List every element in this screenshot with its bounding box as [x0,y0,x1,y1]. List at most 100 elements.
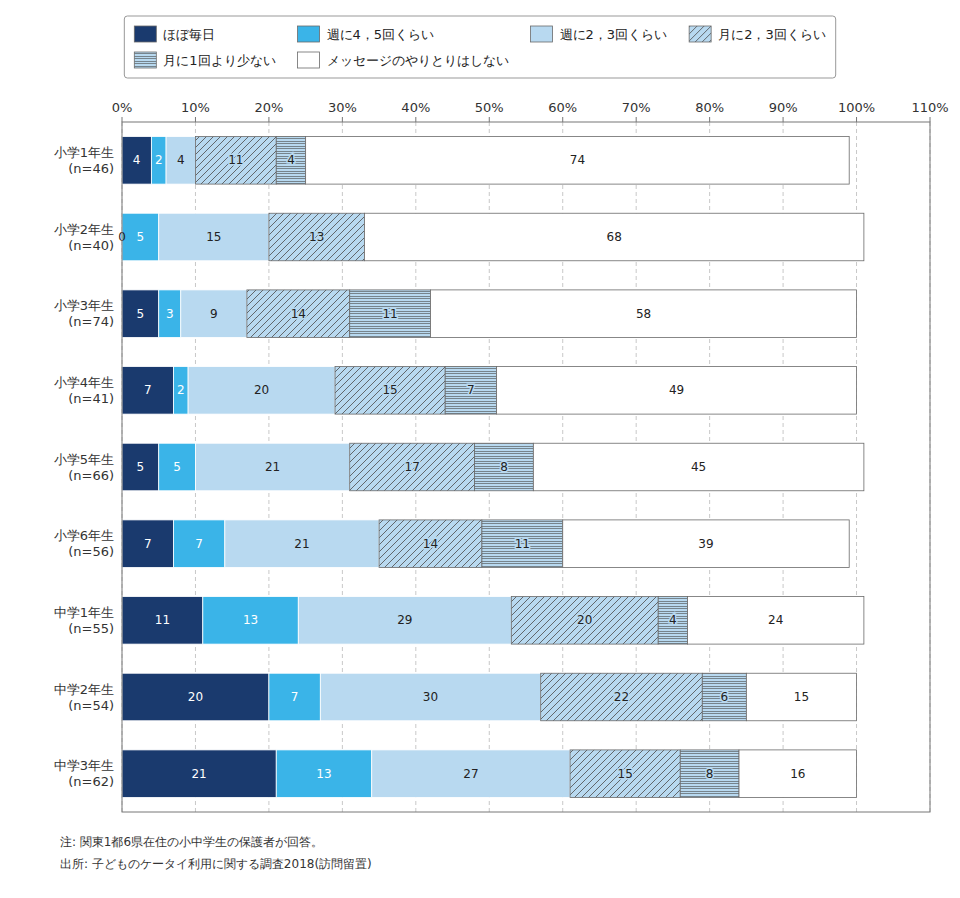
data-label: 29 [397,613,412,627]
data-label: 11 [228,153,243,167]
bar-segment [188,367,335,415]
tick-label: 50% [475,100,504,115]
bar-segment [563,520,849,568]
data-label: 13 [243,613,258,627]
legend-item: 月に1回より少ない [134,52,275,68]
legend-label: 週に4，5回くらい [327,27,435,42]
bar-segment [159,213,269,261]
bar-segment [445,367,496,415]
legend-swatch [134,52,156,68]
bar-segment [431,290,857,338]
tick-mark [195,117,196,122]
data-label: 7 [291,690,299,704]
category-label-line: (n=55) [68,621,114,636]
bar-segment [122,137,151,185]
legend-item: メッセージのやりとりはしない [298,52,509,68]
bar-segment [276,137,305,185]
bar-segment [173,367,188,415]
bar-segment [122,443,159,491]
bar-segment [497,367,857,415]
bar-segment [269,213,364,261]
data-label: 27 [463,767,478,781]
tick-mark [268,117,269,122]
legend-label: 週に2，3回くらい [560,27,668,42]
x-axis: 0%10%20%30%40%50%60%70%80%90%100%110% [112,100,949,122]
data-label: 14 [423,537,438,551]
data-label: 7 [144,537,152,551]
legend-swatch [134,26,156,42]
category-label-line: 中学2年生 [54,682,114,697]
data-label: 30 [423,690,438,704]
note: 出所: 子どものケータイ利用に関する調査2018(訪問留置) [60,857,372,871]
bar-segment [122,520,173,568]
legend-item: 週に2，3回くらい [531,26,668,42]
notes: 注: 関東1都6県在住の小中学生の保護者が回答。出所: 子どものケータイ利用に関… [60,835,372,871]
category-label-line: 小学3年生 [54,298,114,313]
y-axis: 小学1年生(n=46) 小学2年生(n=40) 小学3年生(n=74) 小学4年生(n… [54,145,114,789]
bar-segment [739,750,857,798]
category-label-line: (n=74) [68,314,114,329]
data-label: 24 [768,613,783,627]
category-label: 小学4年生(n=41) [54,375,114,406]
tick-mark [636,117,637,122]
bars [122,137,864,798]
category-label: 小学1年生(n=46) [54,145,114,176]
bar-segment [203,597,298,645]
data-label: 4 [133,153,141,167]
data-label: 15 [794,690,809,704]
bar-segment [541,673,703,721]
bar-segment [122,213,159,261]
bar-segment [379,520,482,568]
data-label: 8 [500,460,508,474]
legend-item: ほぼ毎日 [134,26,215,42]
tick-label: 40% [401,100,430,115]
tick-label: 90% [769,100,798,115]
bar-segment [122,673,269,721]
tick-mark [783,117,784,122]
category-label: 中学3年生(n=62) [54,758,114,789]
data-label: 2 [177,383,185,397]
data-label: 11 [155,613,170,627]
data-label: 4 [177,153,185,167]
category-label: 小学5年生(n=66) [54,452,114,483]
bar-segment [159,443,196,491]
bar-segment [195,137,276,185]
tick-mark [122,117,123,122]
legend-item: 月に2，3回くらい [689,26,826,42]
tick-mark [856,117,857,122]
data-label: 6 [721,690,729,704]
data-label: 14 [291,307,306,321]
category-label-line: (n=56) [68,544,114,559]
bar-segment [320,673,540,721]
data-label: 74 [570,153,585,167]
category-label-line: 中学1年生 [54,605,114,620]
legend: ほぼ毎日 週に4，5回くらい 週に2，3回くらい 月に2，3回くらい月に1回より少ない… [124,16,835,78]
category-label: 中学2年生(n=54) [54,682,114,713]
plot-frame [122,122,930,812]
bar-segment [702,673,746,721]
bar-segment [475,443,534,491]
bar-segment [247,290,350,338]
category-label-line: (n=54) [68,698,114,713]
bar-segment [122,597,203,645]
legend-swatch [298,26,320,42]
legend-label: メッセージのやりとりはしない [327,53,509,68]
legend-swatch [298,52,320,68]
data-label: 2 [155,153,163,167]
bar-segment [746,673,856,721]
bar-segment [335,367,445,415]
data-label: 13 [316,767,331,781]
data-label: 11 [515,537,530,551]
bar-segment [680,750,739,798]
legend-swatch [531,26,553,42]
bar-segment [173,520,224,568]
category-label: 小学2年生(n=40) [54,222,114,253]
tick-label: 30% [328,100,357,115]
data-label: 13 [309,230,324,244]
legend-item: 週に4，5回くらい [298,26,435,42]
tick-mark [562,117,563,122]
data-label: 8 [706,767,714,781]
data-label: 21 [191,767,206,781]
legend-label: 月に2，3回くらい [718,27,826,42]
data-label: 15 [206,230,221,244]
